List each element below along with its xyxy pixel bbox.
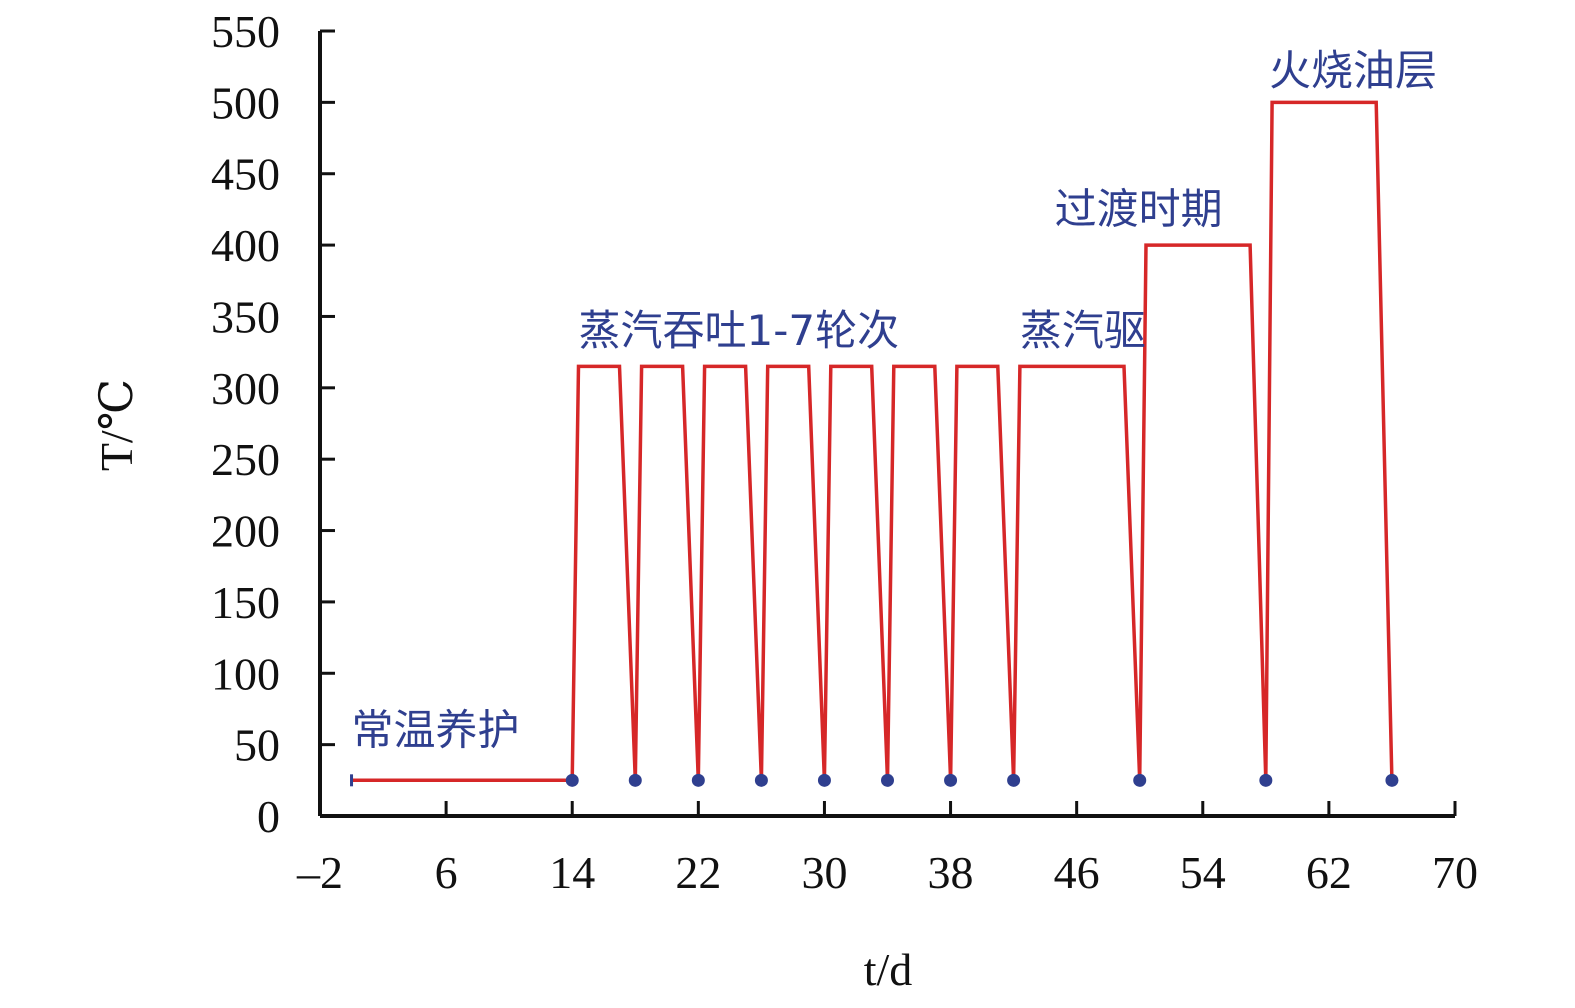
- data-point-marker: [881, 773, 894, 787]
- data-point-marker: [1133, 773, 1147, 787]
- y-tick-label: 200: [211, 506, 280, 557]
- y-tick-label: 550: [211, 6, 280, 57]
- x-axis-label: t/d: [864, 944, 913, 995]
- y-tick-label: 150: [211, 577, 280, 628]
- x-tick-label: 14: [549, 847, 595, 898]
- y-tick-label: 450: [211, 149, 280, 200]
- y-tick-label: 250: [211, 434, 280, 485]
- y-tick-label: 300: [211, 363, 280, 414]
- x-tick-label: 54: [1180, 847, 1226, 898]
- data-point-marker: [1259, 773, 1273, 787]
- annotations: 常温养护 蒸汽吞吐1-7轮次 蒸汽驱 过渡时期 火烧油层: [352, 46, 1437, 754]
- phase-annotation: 过渡时期: [1055, 185, 1223, 234]
- x-tick-label: 22: [675, 847, 721, 898]
- phase-annotation: 火烧油层: [1269, 46, 1437, 95]
- data-point-marker: [691, 773, 705, 787]
- axes: [318, 31, 1455, 818]
- y-tick-label: 0: [257, 791, 280, 842]
- x-tick-label: 6: [435, 847, 458, 898]
- phase-annotation: 蒸汽驱: [1020, 306, 1146, 355]
- phase-annotation: 蒸汽吞吐1-7轮次: [579, 306, 900, 355]
- data-point-marker: [1007, 773, 1021, 787]
- data-point-marker: [817, 773, 831, 787]
- y-tick-label: 50: [234, 720, 280, 771]
- y-tick-label: 500: [211, 77, 280, 128]
- data-point-marker: [628, 773, 642, 787]
- y-tick-label: 350: [211, 291, 280, 342]
- x-tick-label: 70: [1432, 847, 1478, 898]
- temperature-series-line: [351, 100, 1394, 783]
- data-point-marker: [565, 773, 579, 787]
- x-tick-label: 62: [1306, 847, 1352, 898]
- data-point-marker: [1385, 773, 1399, 787]
- data-point-marker: [944, 773, 958, 787]
- ticks: 0 50 100 150 200 250 300 350 400 450 500 550 –2 6 14 22…: [211, 6, 1478, 898]
- y-tick-label: 400: [211, 220, 280, 271]
- x-tick-label: 46: [1054, 847, 1100, 898]
- x-tick-label: 30: [801, 847, 847, 898]
- y-axis-label: T/℃: [91, 379, 142, 471]
- x-tick-label: –2: [296, 847, 343, 898]
- data-markers: [565, 773, 1399, 787]
- data-point-marker: [754, 773, 768, 787]
- phase-annotation: 常温养护: [352, 706, 520, 755]
- x-tick-label: 38: [928, 847, 974, 898]
- data-series: [350, 100, 1394, 787]
- y-tick-label: 100: [211, 648, 280, 699]
